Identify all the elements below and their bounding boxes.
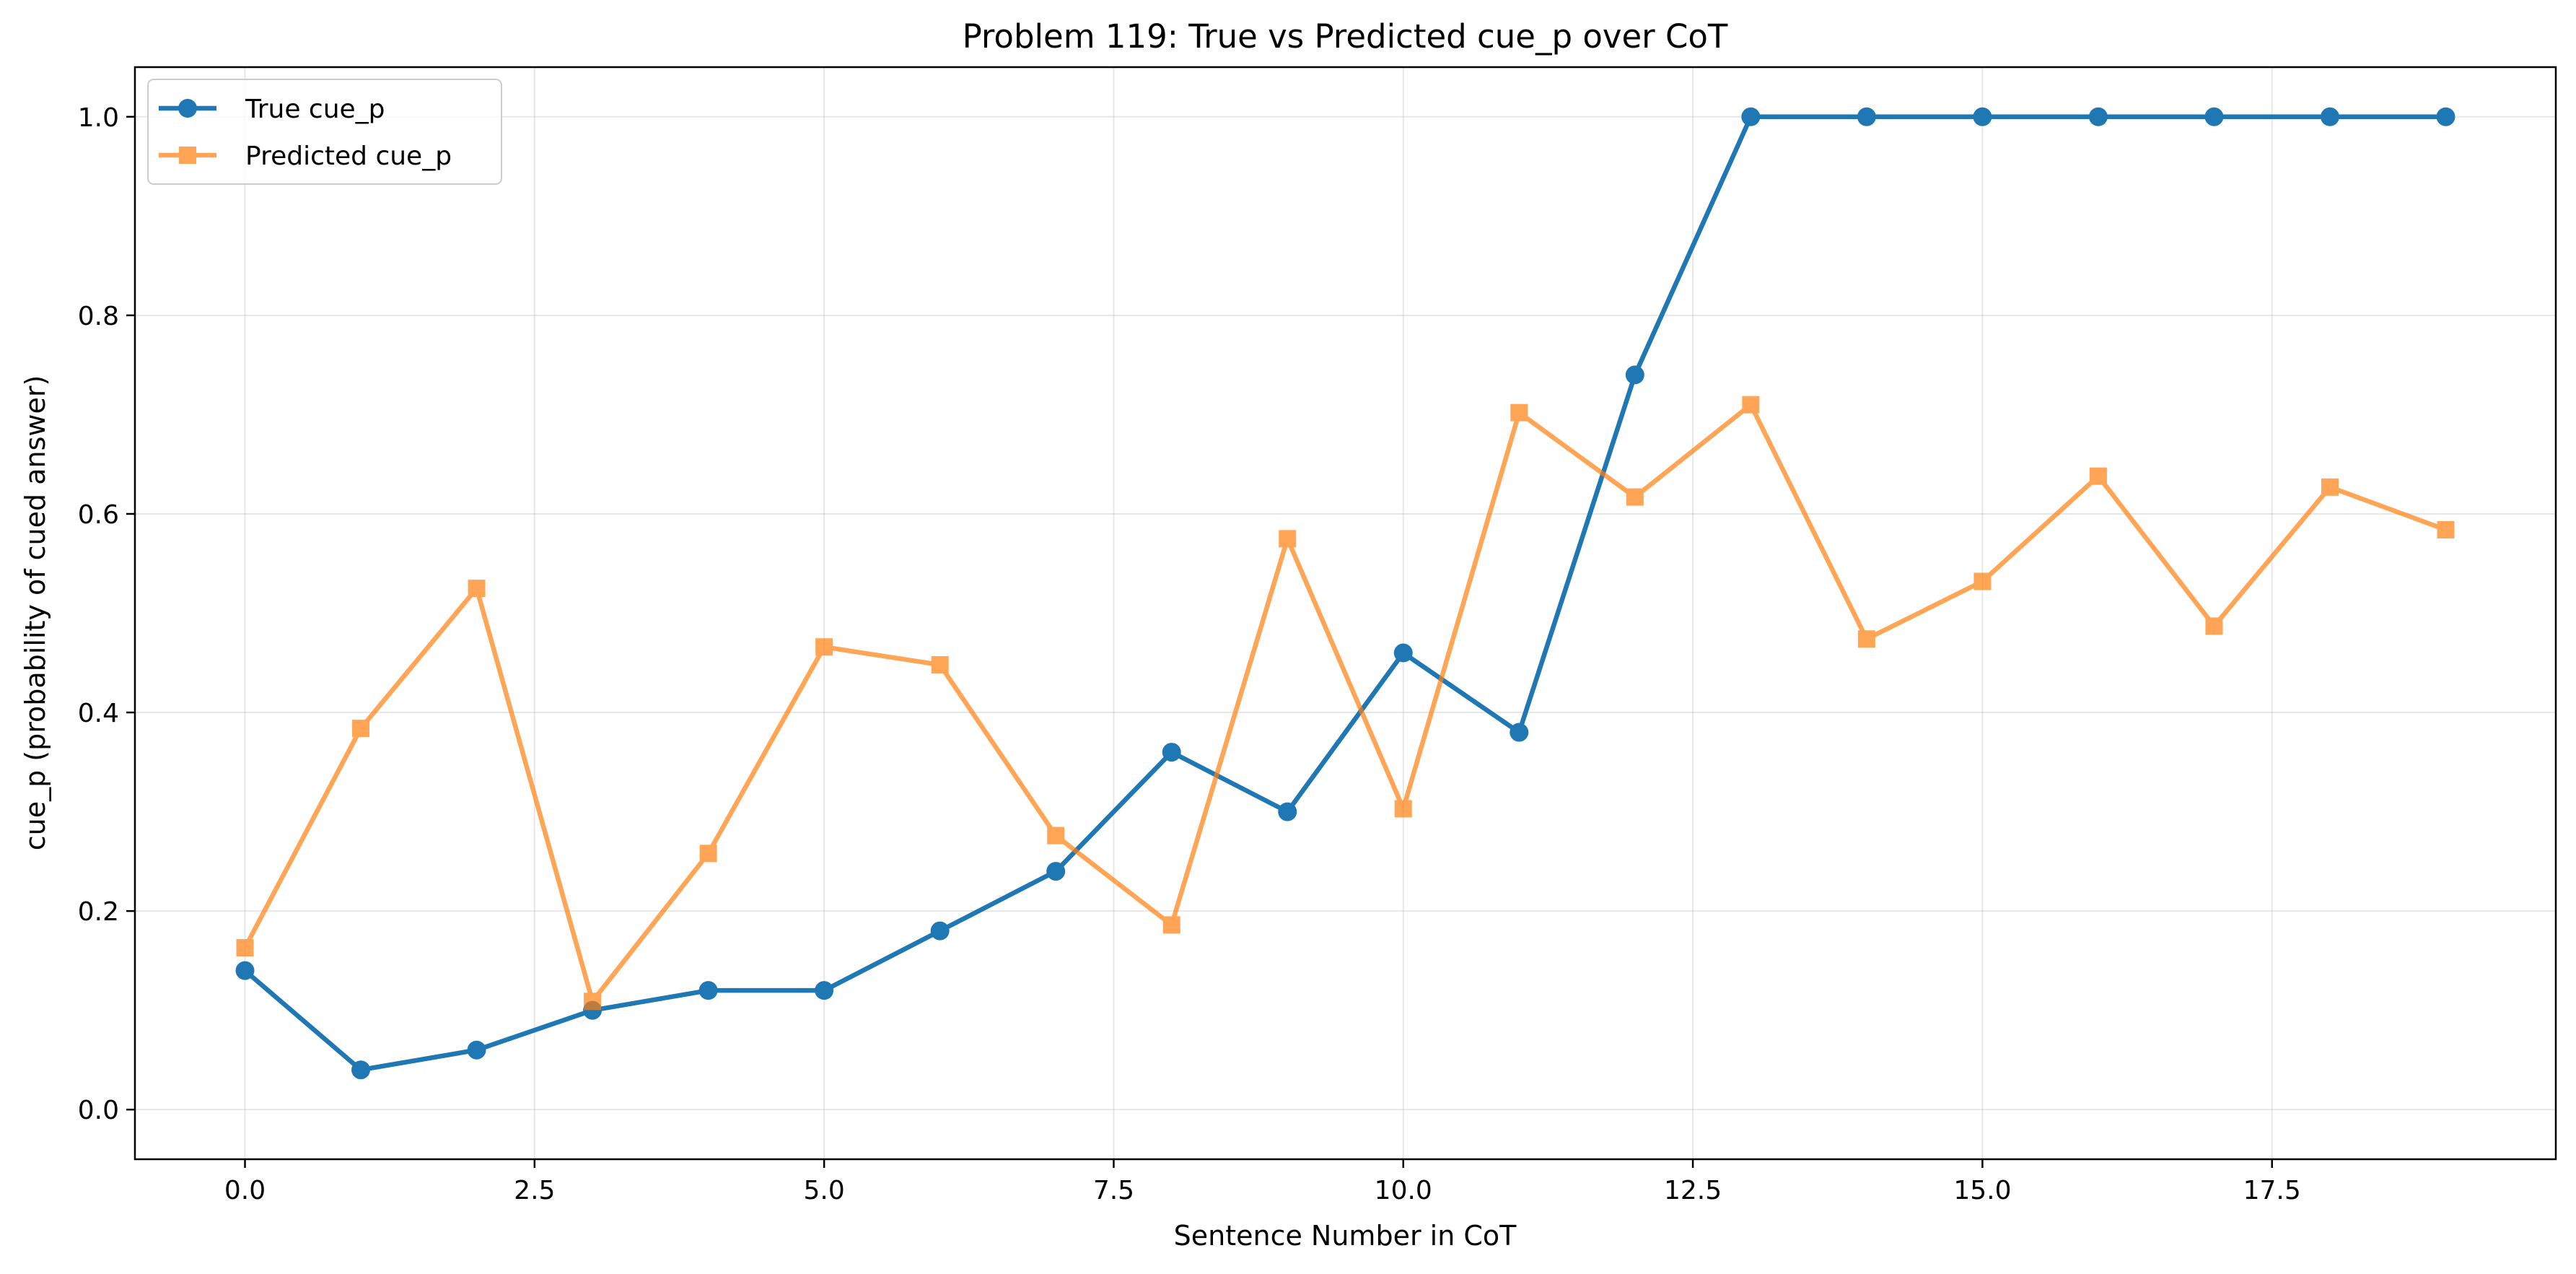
- data-point: [698, 981, 718, 1000]
- data-point: [2204, 107, 2224, 126]
- x-axis-label: Sentence Number in CoT: [1174, 1220, 1517, 1252]
- y-tick-label: 0.2: [78, 897, 119, 927]
- x-tick-label: 10.0: [1375, 1176, 1432, 1205]
- data-point: [2437, 520, 2455, 538]
- data-point: [2320, 107, 2339, 126]
- data-point: [2321, 478, 2339, 496]
- legend-frame: [147, 79, 502, 185]
- chart-title: Problem 119: True vs Predicted cue_p ove…: [963, 17, 1728, 56]
- data-point: [235, 961, 255, 980]
- data-point: [1973, 107, 1992, 126]
- x-tick-label: 7.5: [1093, 1176, 1134, 1205]
- data-point: [1046, 862, 1066, 881]
- x-tick-label: 12.5: [1664, 1176, 1722, 1205]
- y-tick-label: 0.8: [78, 302, 119, 331]
- legend-marker: [179, 147, 196, 164]
- data-point: [1741, 107, 1761, 126]
- y-tick-label: 0.0: [78, 1096, 119, 1125]
- data-point: [1047, 826, 1065, 845]
- x-tick-label: 2.5: [514, 1176, 555, 1205]
- data-point: [1278, 802, 1297, 821]
- series-true: [235, 107, 2455, 1080]
- data-point: [699, 845, 717, 863]
- data-point: [1857, 107, 1876, 126]
- data-point: [1626, 488, 1644, 506]
- data-point: [1393, 643, 1413, 663]
- data-point: [236, 939, 254, 957]
- data-point: [1510, 403, 1528, 422]
- y-tick-label: 1.0: [78, 103, 119, 133]
- y-tick-label: 0.4: [78, 699, 119, 728]
- series-predicted: [236, 396, 2455, 1011]
- data-point: [1162, 916, 1180, 934]
- series-group: [235, 107, 2455, 1080]
- series-line: [242, 402, 2447, 1004]
- x-tick-label: 17.5: [2243, 1176, 2301, 1205]
- data-point: [2089, 467, 2107, 485]
- y-axis-label: cue_p (probability of cued answer): [19, 375, 51, 851]
- legend-item: [159, 99, 216, 118]
- data-point: [1510, 723, 1529, 742]
- data-point: [930, 921, 950, 941]
- legend-label: Predicted cue_p: [245, 141, 452, 171]
- data-point: [1973, 572, 1992, 590]
- data-point: [1742, 396, 1760, 414]
- series-line: [243, 114, 2446, 1073]
- data-point: [468, 580, 486, 598]
- data-point: [351, 1060, 371, 1080]
- data-point: [2205, 617, 2223, 635]
- legend-label: True cue_p: [245, 95, 385, 124]
- data-point: [352, 720, 370, 738]
- y-tick-label: 0.6: [78, 500, 119, 530]
- data-point: [815, 638, 833, 656]
- legend-marker: [178, 99, 197, 118]
- x-tick-label: 0.0: [224, 1176, 266, 1205]
- plot-frame: [133, 66, 2557, 1161]
- data-point: [2088, 107, 2108, 126]
- data-point: [1162, 743, 1181, 762]
- axis-ticks: 0.0 2.5 5.0 7.5 10.0 12.5 15.0 17.5 0.0 0.2 0.4 0.6…: [78, 103, 2301, 1205]
- data-point: [1279, 530, 1297, 548]
- data-point: [2436, 107, 2455, 126]
- data-point: [815, 981, 834, 1000]
- data-point: [931, 656, 949, 674]
- data-point: [1625, 365, 1644, 385]
- data-point: [1394, 800, 1412, 818]
- data-point: [584, 992, 602, 1011]
- x-tick-label: 5.0: [803, 1176, 844, 1205]
- x-tick-label: 15.0: [1953, 1176, 2011, 1205]
- data-point: [467, 1040, 486, 1060]
- legend-item: [159, 147, 216, 164]
- legend: True cue_p Predicted cue_p: [147, 79, 502, 185]
- data-point: [1857, 630, 1875, 648]
